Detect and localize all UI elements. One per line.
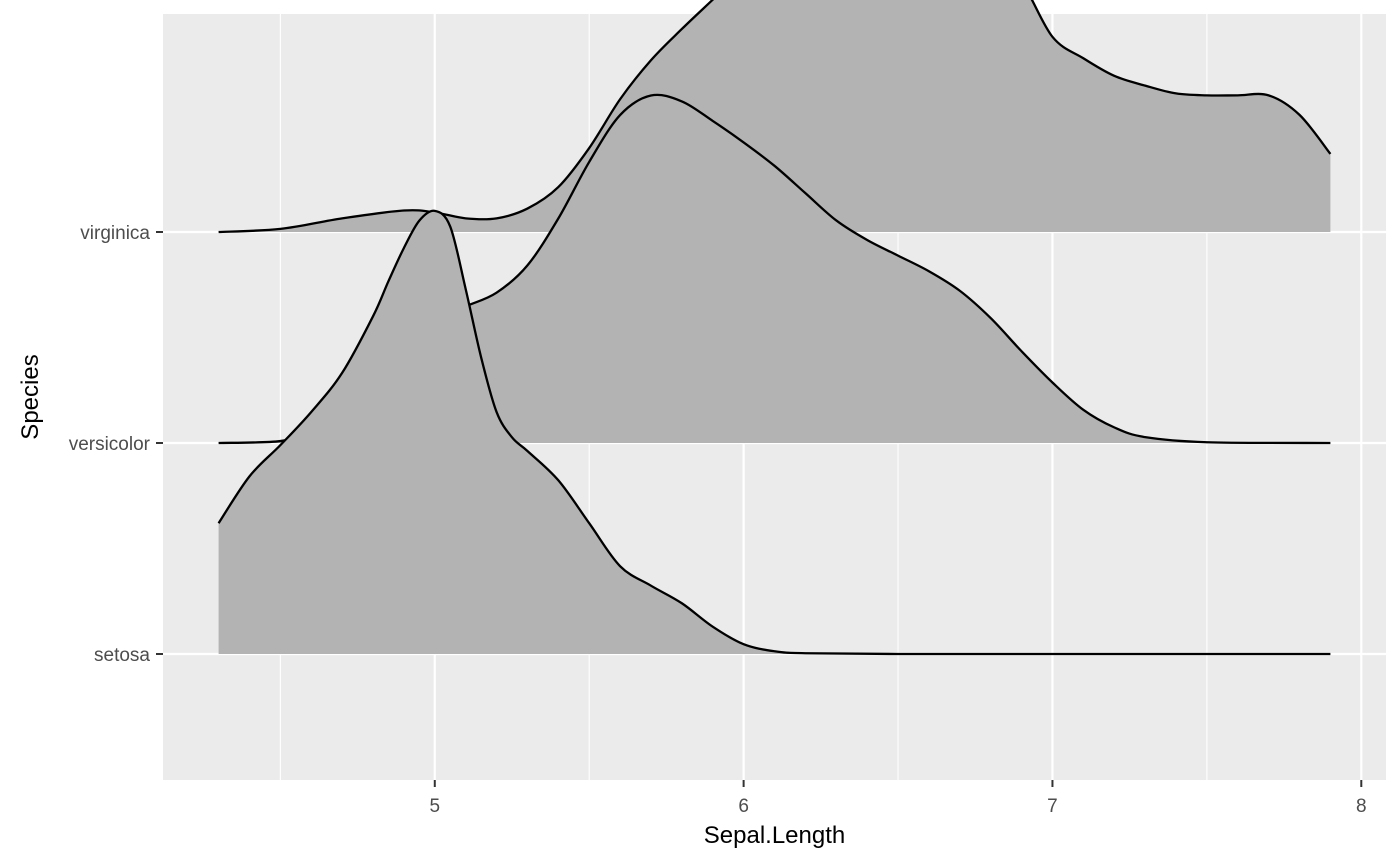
ridge-line-setosa <box>217 209 1331 656</box>
x-tick-label: 8 <box>1356 796 1367 817</box>
ridge-area-setosa <box>218 210 1331 655</box>
ridges <box>217 0 1332 656</box>
y-tick-label-virginica: virginica <box>80 223 150 244</box>
ridge-area-virginica <box>218 0 1331 232</box>
ridge-setosa <box>217 209 1331 656</box>
x-tick-label: 7 <box>1047 796 1058 817</box>
ridge-area-versicolor <box>218 94 1331 444</box>
x-axis: 5 6 7 8 <box>429 780 1367 817</box>
y-tick-label-setosa: setosa <box>94 645 150 666</box>
x-tick-label: 6 <box>738 796 749 817</box>
y-axis-title: Species <box>17 354 44 439</box>
x-tick-label: 5 <box>429 796 440 817</box>
ridge-virginica <box>218 0 1332 234</box>
y-tick-label-versicolor: versicolor <box>69 434 151 455</box>
x-axis-title: Sepal.Length <box>704 822 845 849</box>
y-axis: setosa versicolor virginica <box>69 223 163 666</box>
ridge-line-virginica <box>218 0 1332 234</box>
